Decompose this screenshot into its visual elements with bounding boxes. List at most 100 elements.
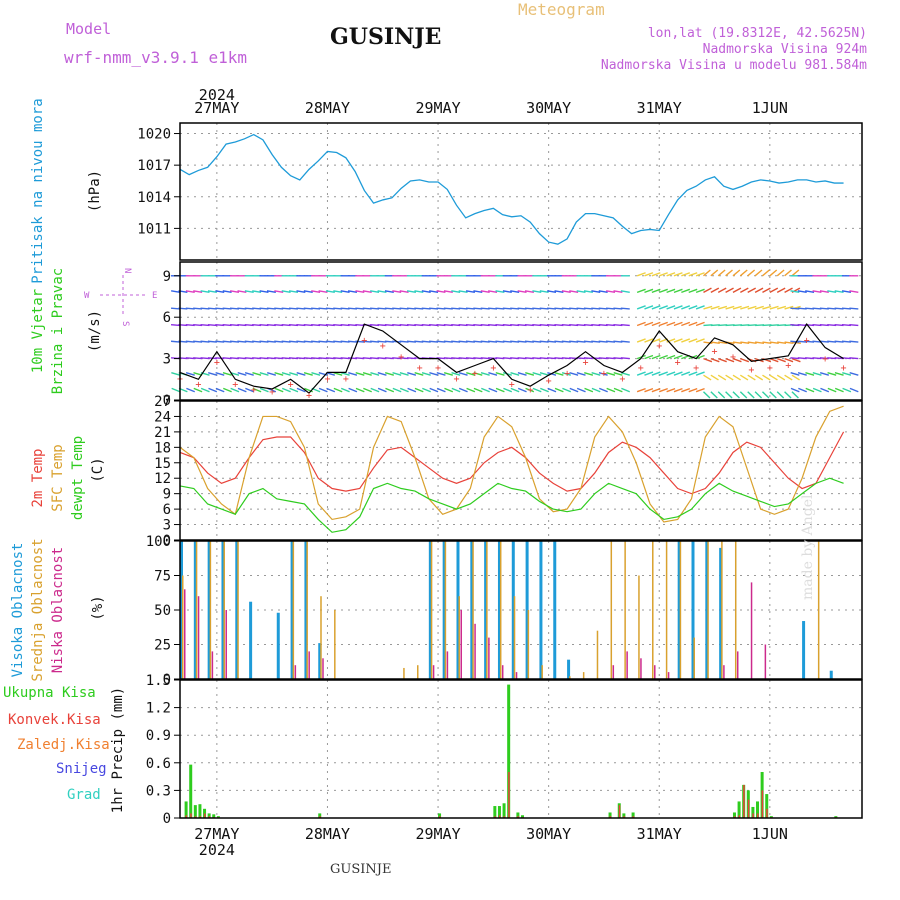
wind-arrow	[377, 372, 387, 376]
precip-total-bar	[507, 684, 511, 818]
precip-total-bar	[212, 814, 216, 818]
day-label-bottom: 29MAY	[415, 825, 460, 843]
wind-arrow	[769, 287, 779, 293]
precip-total-bar	[189, 764, 193, 818]
temp-tick-label: 6	[163, 502, 171, 518]
wind-arrow	[222, 372, 232, 376]
wind-arrow	[436, 290, 446, 294]
cloud-bar	[525, 541, 529, 679]
frames-layer	[174, 122, 863, 819]
wind-arrow	[849, 340, 859, 343]
cloud-bar	[180, 541, 183, 679]
wind-arrow	[510, 372, 520, 376]
gust-marker: +	[343, 374, 349, 385]
precip-tick-label: 0	[163, 811, 171, 827]
precip-tick-label: 0.3	[146, 783, 171, 799]
cloud-bar	[515, 672, 518, 679]
precip-total-bar	[769, 816, 773, 818]
cloud-bar	[626, 651, 628, 679]
wind-arrow	[791, 391, 799, 399]
temp-label-dewpt: dewpt Temp	[70, 436, 86, 520]
cloud-bar	[817, 541, 820, 679]
cloud-tick-label: 75	[154, 569, 171, 585]
wind-arrow	[762, 374, 771, 381]
precip-conv-bar	[752, 813, 754, 818]
meteogram-label: Meteogram	[518, 0, 605, 19]
wind-arrow	[849, 323, 859, 327]
pressure-unit: (hPa)	[87, 170, 103, 212]
wind-arrow	[666, 288, 676, 294]
wind-arrow	[666, 305, 676, 310]
wind-arrow	[849, 290, 859, 294]
wind-arrow	[784, 374, 793, 381]
wind-arrow	[200, 387, 210, 393]
wind-arrow	[429, 372, 439, 376]
wind-arrow	[681, 338, 691, 343]
wind-arrow	[710, 357, 720, 363]
wind-arrow	[732, 391, 740, 399]
wind-arrow	[819, 290, 829, 294]
wind-arrow	[725, 391, 733, 399]
cloud-bar	[829, 670, 833, 679]
wind-arrow	[311, 290, 321, 294]
model-elevation: Nadmorska Visina u modelu 981.584m	[600, 58, 867, 73]
wind-arrow	[819, 372, 830, 376]
wind-arrow	[740, 305, 750, 310]
gust-marker: +	[306, 390, 312, 401]
gust-marker: +	[730, 352, 736, 363]
compass-east: E	[152, 291, 157, 301]
wind-arrow	[399, 290, 409, 294]
wind-arrow	[784, 357, 794, 363]
wind-arrow	[651, 338, 661, 343]
precip-conv-bar	[766, 808, 768, 818]
precip-total-bar	[184, 801, 188, 818]
wind-arrow	[695, 288, 705, 294]
wind-arrow	[517, 387, 527, 393]
cloud-bar	[428, 541, 432, 679]
wind-arrow	[525, 387, 535, 393]
cloud-bar	[624, 541, 626, 679]
wind-arrow	[422, 387, 431, 393]
wind-arrow	[681, 272, 691, 277]
gust-marker: +	[361, 335, 367, 346]
wind-arrow	[230, 387, 240, 393]
wind-arrow	[754, 287, 764, 293]
temp-tick-label: 12	[154, 471, 171, 487]
wind-arrow	[525, 372, 535, 376]
precip-total-bar	[502, 803, 506, 818]
wind-arrow	[688, 387, 698, 393]
gust-marker: +	[509, 379, 515, 390]
wind-arrow	[659, 272, 668, 277]
cloud-bar	[322, 658, 324, 679]
precip-conv-bar	[190, 813, 192, 818]
day-label-bottom: 30MAY	[526, 825, 571, 843]
cloud-bar	[193, 541, 197, 679]
wind-arrow	[710, 269, 719, 277]
wind-arrow	[407, 387, 417, 393]
panel-frame	[179, 122, 863, 261]
precip-total-bar	[834, 816, 838, 818]
wind-arrow	[333, 372, 343, 376]
day-label-bottom: 28MAY	[305, 825, 350, 843]
wind-arrow	[681, 387, 691, 393]
precip-total-bar	[622, 813, 626, 818]
cloud-bar	[294, 665, 297, 679]
wind-arrow	[377, 387, 387, 393]
wind-arrow	[666, 272, 676, 277]
cloud-bar	[612, 665, 615, 679]
wind-arrow	[695, 354, 705, 360]
pressure-line	[179, 133, 844, 245]
cloud-bar	[734, 541, 737, 679]
cloud-bar	[677, 541, 681, 679]
wind-arrow	[666, 354, 676, 360]
precip-conv-bar	[185, 815, 188, 818]
wind-arrow	[458, 372, 468, 376]
wind-arrow	[784, 391, 792, 399]
wind-arrow	[340, 372, 350, 376]
cloud-tick-label: 100	[146, 534, 171, 550]
precip-total-bar	[493, 806, 497, 818]
wind-arrow	[820, 387, 830, 393]
cloud-bar	[582, 672, 585, 679]
wind-arrow	[237, 387, 247, 393]
cloud-bar	[665, 541, 668, 679]
